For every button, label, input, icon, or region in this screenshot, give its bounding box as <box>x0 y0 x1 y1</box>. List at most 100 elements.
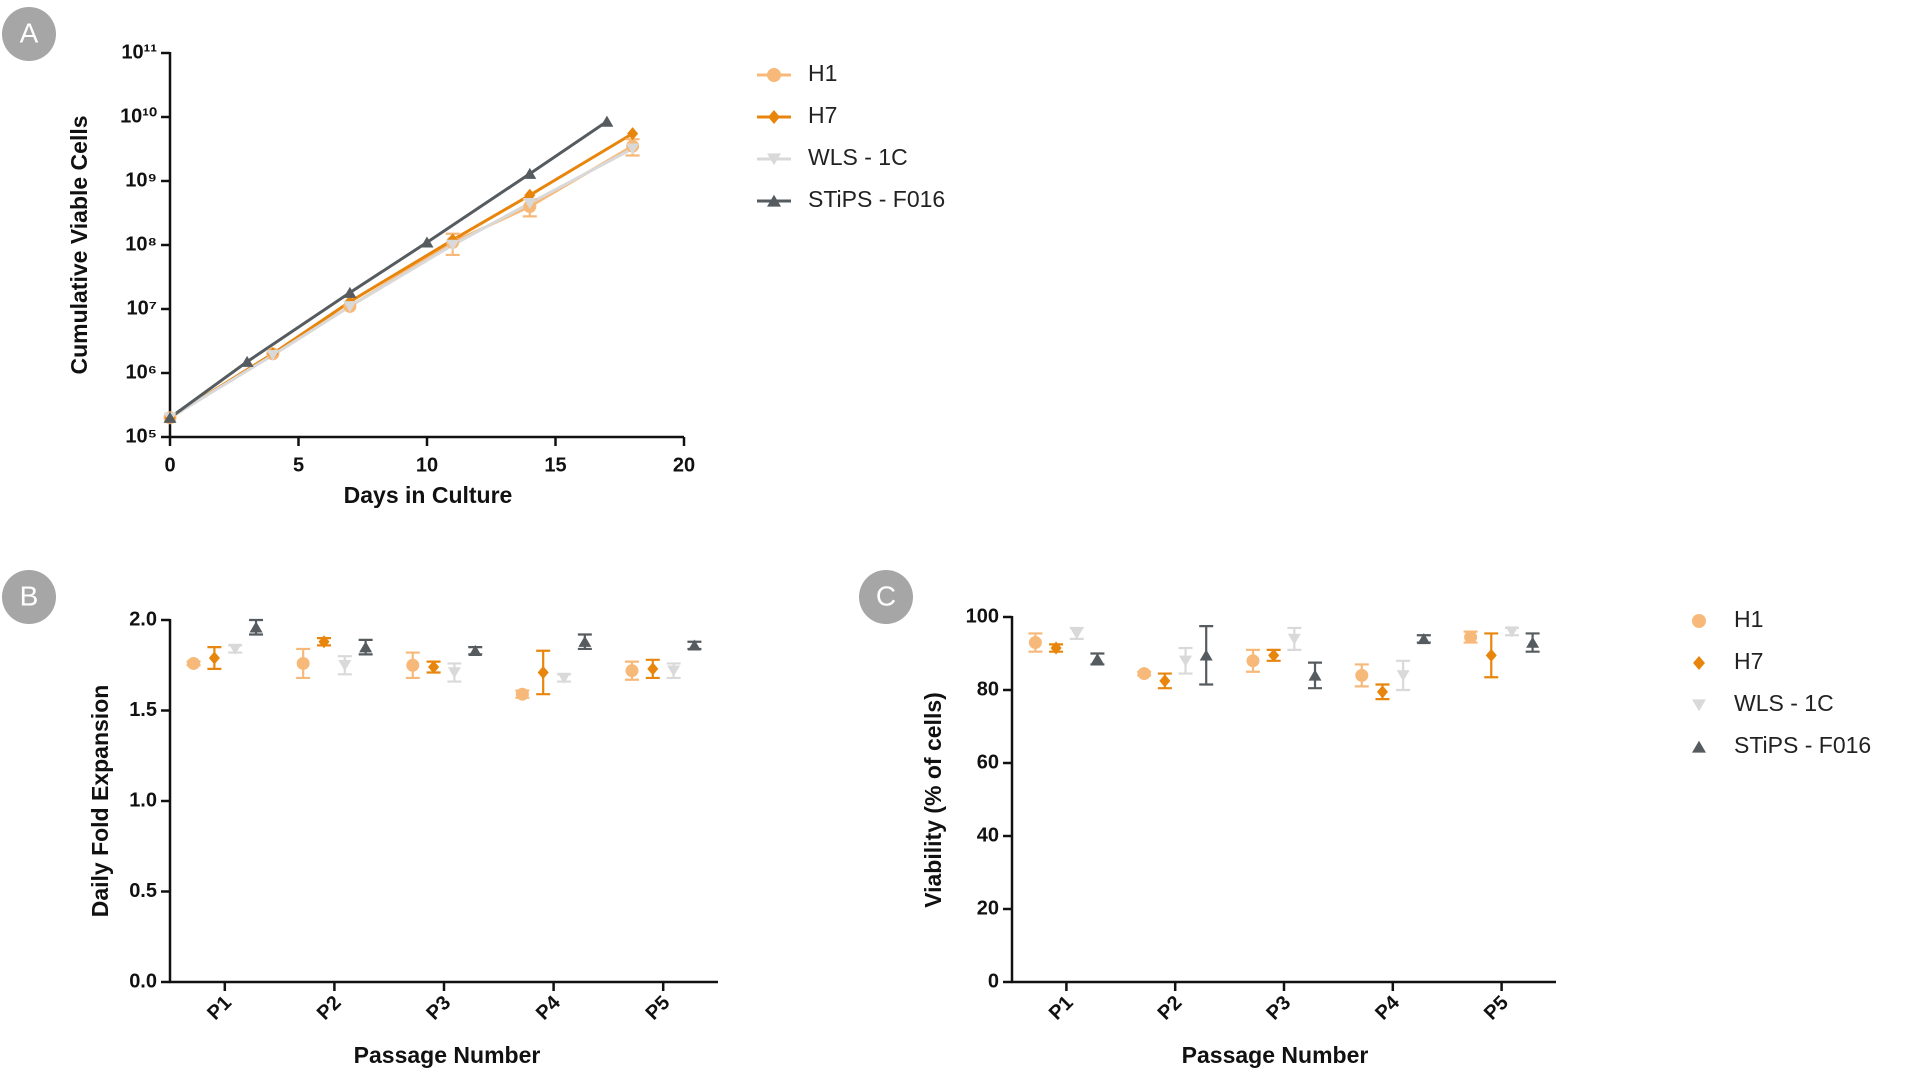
legend-marker <box>767 194 781 207</box>
data-point <box>667 665 681 677</box>
data-point <box>1199 649 1213 661</box>
y-tick-label: 2.0 <box>129 608 157 630</box>
data-point <box>626 143 640 155</box>
legend-marker <box>1692 614 1706 628</box>
x-tick-label: 0 <box>164 454 175 476</box>
data-point <box>1376 685 1388 699</box>
legend-marker <box>767 153 781 166</box>
data-point <box>343 286 357 298</box>
data-point <box>1355 668 1369 682</box>
x-tick-label: P1 <box>203 992 236 1025</box>
y-axis-title: Viability (% of cells) <box>920 692 946 908</box>
data-point <box>1308 669 1322 681</box>
data-point <box>627 127 639 141</box>
panel-badge <box>2 7 56 61</box>
data-point <box>1137 667 1151 681</box>
data-point <box>1268 648 1280 662</box>
data-point <box>1159 674 1171 688</box>
x-axis-title: Passage Number <box>1182 1042 1369 1068</box>
data-point <box>428 660 440 674</box>
data-point <box>296 656 310 670</box>
data-point <box>1070 628 1084 640</box>
data-point <box>1028 636 1042 650</box>
data-point <box>318 635 330 649</box>
data-point <box>1417 633 1431 645</box>
y-axis-title: Daily Fold Expansion <box>87 685 113 918</box>
legend-marker <box>767 68 781 82</box>
data-point <box>1505 626 1519 638</box>
y-tick-label: 80 <box>977 678 999 700</box>
data-point <box>1396 670 1410 682</box>
data-point <box>515 687 529 701</box>
data-point <box>187 656 201 670</box>
legend-label: WLS - 1C <box>1734 690 1834 716</box>
x-tick-label: P2 <box>313 992 346 1025</box>
legend-label: H1 <box>808 60 837 86</box>
legend-marker <box>1692 740 1706 753</box>
data-point <box>1485 648 1497 662</box>
y-tick-label: 10⁹ <box>125 169 157 191</box>
data-point <box>359 641 373 653</box>
series-line <box>169 120 608 419</box>
y-tick-label: 0.0 <box>129 970 157 992</box>
x-tick-label: P5 <box>642 992 675 1025</box>
data-point <box>687 639 701 651</box>
data-point <box>1179 655 1193 667</box>
data-point <box>249 621 263 633</box>
x-tick-label: P3 <box>1262 992 1295 1025</box>
data-point <box>1090 653 1104 665</box>
y-tick-label: 100 <box>966 605 999 627</box>
legend-label: H7 <box>808 102 837 128</box>
x-tick-label: 10 <box>416 454 438 476</box>
data-point <box>240 355 254 367</box>
x-axis-title: Passage Number <box>354 1042 541 1068</box>
data-point <box>266 349 280 362</box>
x-tick-label: 5 <box>293 454 304 476</box>
x-tick-label: P2 <box>1154 992 1187 1025</box>
data-point <box>163 411 177 423</box>
data-point <box>406 658 420 672</box>
legend-marker <box>1693 656 1705 670</box>
data-point <box>523 197 537 210</box>
data-point <box>578 635 592 647</box>
data-point <box>420 236 434 248</box>
data-point <box>343 301 357 313</box>
y-tick-label: 10⁸ <box>125 233 157 255</box>
x-tick-label: P5 <box>1480 992 1513 1025</box>
data-point <box>447 667 461 679</box>
legend-label: STiPS - F016 <box>808 186 945 212</box>
y-tick-label: 10¹⁰ <box>120 105 157 127</box>
data-point <box>523 167 537 179</box>
data-point <box>557 672 571 684</box>
y-tick-label: 10⁵ <box>125 425 157 447</box>
y-tick-label: 10⁷ <box>127 297 158 319</box>
y-tick-label: 10¹¹ <box>121 41 157 63</box>
data-point <box>446 239 460 251</box>
x-tick-label: P4 <box>532 991 565 1024</box>
y-tick-label: 10⁶ <box>126 361 157 383</box>
y-tick-label: 20 <box>977 897 999 919</box>
panel-label: A <box>20 17 39 48</box>
data-point <box>1526 636 1540 648</box>
y-tick-label: 60 <box>977 751 999 773</box>
panel-label: B <box>20 580 39 611</box>
legend-marker <box>768 110 780 124</box>
panel-label: C <box>876 580 896 611</box>
data-point <box>625 664 639 678</box>
x-axis-title: Days in Culture <box>344 482 513 508</box>
legend-label: WLS - 1C <box>808 144 908 170</box>
data-point <box>228 643 242 655</box>
data-point <box>1464 630 1478 644</box>
y-tick-label: 1.5 <box>129 699 157 721</box>
panel-badge <box>859 570 913 624</box>
x-tick-label: P4 <box>1371 991 1404 1024</box>
data-point <box>208 651 220 665</box>
x-tick-label: P1 <box>1045 992 1078 1025</box>
legend-marker <box>1692 699 1706 712</box>
y-tick-label: 0 <box>988 970 999 992</box>
data-point <box>537 665 549 679</box>
legend-label: STiPS - F016 <box>1734 732 1871 758</box>
data-point <box>1050 641 1062 655</box>
x-tick-label: P3 <box>422 992 455 1025</box>
